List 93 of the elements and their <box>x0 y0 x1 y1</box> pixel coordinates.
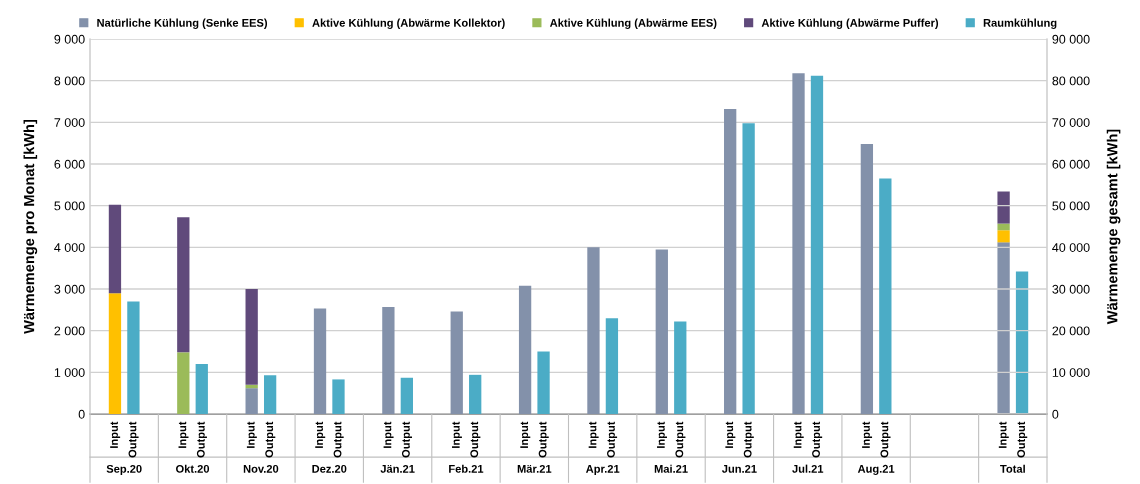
bar <box>400 377 413 414</box>
bar <box>605 318 619 414</box>
x-tick-label: Output <box>812 421 823 458</box>
x-tick-label: Output <box>196 421 207 458</box>
legend-label: Raumkühlung <box>983 18 1057 29</box>
x-tick-label: Input <box>451 421 462 448</box>
bar <box>177 352 190 414</box>
x-tick-label: Input <box>657 421 667 448</box>
text: Sep.20 <box>106 464 142 475</box>
y-tick-label: 1 000 <box>54 368 85 377</box>
bar <box>195 364 208 414</box>
text: Jän.21 <box>380 464 415 473</box>
text: Nov.20 <box>243 464 279 473</box>
x-tick-label: Input <box>246 421 257 448</box>
text: Dez.20 <box>312 464 347 473</box>
bar <box>263 375 277 414</box>
bar <box>469 374 482 414</box>
y2-tick-label: 70 000 <box>1052 118 1090 127</box>
bar <box>655 249 668 414</box>
bar <box>724 109 737 414</box>
x-tick-label: Output <box>880 421 891 458</box>
x-tick-label: Output <box>538 421 549 458</box>
bar <box>127 301 140 414</box>
x-tick-label: Output <box>333 421 344 458</box>
x-tick-label: Output <box>470 421 481 458</box>
y2-tick-label: 90 000 <box>1052 34 1090 44</box>
legend-label: Aktive Kühlung (Abwärme EES) <box>549 18 717 29</box>
y2-tick-label: 40 000 <box>1052 243 1090 252</box>
text: Total <box>1000 464 1025 473</box>
text: Mär.21 <box>517 464 552 473</box>
y2-tick-label: 60 000 <box>1052 159 1090 169</box>
y2-tick-label: 0 <box>1052 409 1059 419</box>
bar <box>518 285 532 414</box>
bar <box>332 379 345 414</box>
y2-tick-label: 80 000 <box>1052 76 1090 86</box>
y2-tick-label: 30 000 <box>1052 284 1090 294</box>
x-tick-label: Output <box>607 421 618 458</box>
y2-tick-label: 50 000 <box>1052 201 1090 211</box>
text: Feb.21 <box>449 464 484 473</box>
bar <box>177 217 190 353</box>
bar <box>382 306 395 414</box>
y-tick-label: 7 000 <box>54 118 85 127</box>
x-tick-label: Output <box>1017 421 1028 458</box>
legend-label: Aktive Kühlung (Abwärme Kollektor) <box>312 18 505 29</box>
x-tick-label: Output <box>675 421 686 458</box>
y-tick-label: 0 <box>78 409 85 419</box>
bar <box>537 351 550 414</box>
bar <box>108 204 122 294</box>
y2-axis-title: Wärmemenge gesamt [kWh] <box>1106 129 1121 325</box>
text: Jun.21 <box>721 464 757 473</box>
y-tick-label: 5 000 <box>54 201 85 211</box>
text: Mai.21 <box>654 464 688 473</box>
bar <box>245 388 258 414</box>
bar <box>860 144 874 414</box>
legend-label: Natürliche Kühlung (Senke EES) <box>97 18 268 29</box>
bar <box>313 308 327 414</box>
x-tick-label: Input <box>178 421 189 448</box>
x-tick-label: Output <box>128 421 139 458</box>
bar <box>108 293 122 414</box>
bar <box>879 178 892 414</box>
x-tick-label: Input <box>110 421 121 448</box>
x-tick-label: Input <box>588 421 599 448</box>
x-tick-label: Input <box>862 421 873 448</box>
y2-tick-label: 20 000 <box>1052 326 1090 336</box>
bar <box>810 75 824 414</box>
x-tick-label: Input <box>520 421 531 448</box>
y-tick-label: 2 000 <box>54 326 85 336</box>
y-axis-title: Wärmemenge pro Monat [kWh] <box>23 119 38 334</box>
text: Aug.21 <box>857 464 895 475</box>
bar <box>450 311 463 414</box>
bar <box>674 321 687 414</box>
y-tick-label: 4 000 <box>54 243 85 252</box>
bar <box>245 289 258 385</box>
y-tick-label: 6 000 <box>54 159 85 169</box>
x-tick-label: Input <box>793 421 804 448</box>
y-tick-label: 8 000 <box>54 76 85 86</box>
bar <box>742 123 755 414</box>
y2-tick-label: 10 000 <box>1052 368 1090 377</box>
bar <box>587 247 600 414</box>
y-tick-label: 9 000 <box>54 34 85 44</box>
x-tick-label: Output <box>401 421 413 458</box>
text: Okt.20 <box>176 464 210 473</box>
x-tick-label: Input <box>315 421 326 448</box>
x-tick-label: Output <box>743 421 754 458</box>
x-tick-label: Output <box>265 421 276 458</box>
x-tick-label: Input <box>725 421 736 448</box>
text: Apr.21 <box>585 464 620 475</box>
x-tick-label: Input <box>998 421 1009 448</box>
legend-label: Aktive Kühlung (Abwärme Puffer) <box>761 18 939 29</box>
y-tick-label: 3 000 <box>54 284 85 294</box>
x-tick-label: Input <box>383 421 394 448</box>
text: Jul.21 <box>792 464 824 473</box>
bar <box>792 73 805 414</box>
